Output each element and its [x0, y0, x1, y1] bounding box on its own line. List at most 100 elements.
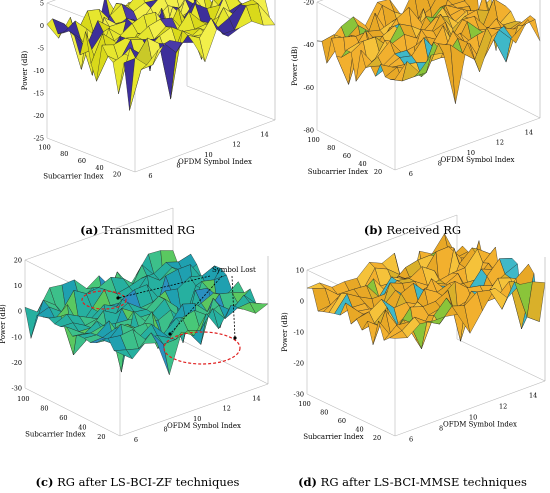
x-tick-label: 10 — [204, 151, 212, 159]
y-tick-label: 40 — [355, 425, 363, 433]
z-tick-label: 10 — [14, 282, 22, 290]
y-tick-label: 60 — [59, 414, 67, 422]
z-tick-label: 10 — [296, 267, 304, 275]
x-tick-label: 6 — [148, 172, 152, 180]
x-tick-label: 12 — [223, 405, 231, 413]
surface — [306, 233, 546, 350]
caption-a-letter: (a) — [80, 223, 99, 237]
annotation-label: Symbol Lost — [212, 266, 256, 274]
x-tick-label: 14 — [525, 128, 533, 136]
z-tick-label: -15 — [34, 90, 44, 98]
z-axis: -20 -40 -60 -80 Power (dB) — [291, 0, 314, 135]
annotation-arrow — [117, 275, 211, 299]
x-tick-label: 8 — [439, 425, 443, 433]
z-tick-label: 5 — [40, 0, 44, 8]
y-axis: 20 40 60 80 100 Subcarrier Index — [298, 400, 381, 442]
panel-a: 5 0 -5 -10 -15 -20 -25 Power (dB) 20 40 60 80 100 Sub… — [0, 0, 276, 246]
surface-plot-b: -20 -40 -60 -80 Power (dB) 20 40 60 80 100 Subcarr… — [291, 0, 541, 178]
lost-region-ellipse — [163, 331, 241, 365]
z-axis: 10 0 -10 -20 -30 Power (dB) — [281, 267, 304, 399]
y-tick-label: 60 — [338, 417, 346, 425]
x-tick-label: 12 — [499, 403, 507, 411]
arrow-head — [233, 336, 237, 340]
arrow-head — [168, 332, 172, 336]
caption-b-text: Received RG — [386, 223, 462, 237]
z-tick-label: -10 — [12, 333, 22, 341]
z-tick-label: -30 — [12, 385, 22, 393]
y-tick-label: 80 — [327, 144, 335, 152]
z-tick-label: -25 — [34, 135, 44, 143]
surface-facet — [144, 0, 158, 9]
surface-facet — [522, 19, 541, 42]
x-tick-label: 14 — [529, 392, 537, 400]
y-axis: 20 40 60 80 100 Subcarrier Index — [307, 136, 382, 176]
annotation-arrow — [169, 275, 223, 335]
x-tick-label: 12 — [496, 139, 504, 147]
caption-c-text: RG after LS-BCI-ZF techniques — [57, 475, 240, 489]
z-tick-label: -20 — [34, 112, 44, 120]
z-axis: 20 10 0 -10 -20 -30 Power (dB) — [0, 257, 22, 393]
z-tick-label: -10 — [34, 67, 44, 75]
y-axis-label: Subcarrier Index — [308, 168, 368, 176]
x-tick-label: 14 — [260, 130, 268, 138]
y-tick-label: 40 — [78, 424, 86, 432]
x-tick-label: 6 — [134, 436, 138, 444]
z-tick-label: -20 — [12, 359, 22, 367]
caption-b-letter: (b) — [363, 223, 383, 237]
y-tick-label: 60 — [78, 157, 86, 165]
y-tick-label: 100 — [307, 136, 319, 144]
z-tick-label: -80 — [304, 127, 314, 135]
surface-facet — [427, 0, 436, 9]
y-tick-label: 100 — [38, 143, 50, 151]
x-tick-label: 10 — [469, 414, 477, 422]
z-tick-label: 0 — [18, 308, 22, 316]
z-axis: 5 0 -5 -10 -15 -20 -25 Power (dB) — [21, 0, 44, 143]
x-axis: 6 8 10 12 14 OFDM Symbol Index — [148, 130, 268, 180]
x-tick-label: 14 — [252, 394, 260, 402]
y-tick-label: 20 — [113, 171, 121, 179]
z-tick-label: -60 — [304, 84, 314, 92]
surface-facet — [158, 43, 177, 100]
z-tick-label: 20 — [14, 257, 22, 265]
surface — [46, 0, 276, 111]
z-tick-label: -20 — [294, 360, 304, 368]
y-tick-label: 100 — [298, 400, 310, 408]
x-tick-label: 10 — [467, 149, 475, 157]
arrow-head — [116, 296, 120, 300]
y-axis: 20 40 60 80 100 Subcarrier Index — [38, 143, 121, 180]
x-tick-label: 6 — [409, 436, 413, 444]
z-tick-label: -40 — [304, 41, 314, 49]
z-axis-label: Power (dB) — [0, 304, 7, 344]
y-tick-label: 20 — [97, 433, 105, 441]
y-tick-label: 80 — [40, 404, 48, 412]
z-tick-label: 0 — [300, 298, 304, 306]
y-tick-label: 40 — [358, 160, 366, 168]
x-axis: 6 8 10 12 14 OFDM Symbol Index — [409, 128, 533, 178]
caption-a-text: Transmitted RG — [102, 223, 195, 237]
y-axis: 20 40 60 80 100 Subcarrier Index — [17, 395, 105, 441]
x-tick-label: 12 — [232, 141, 240, 149]
z-tick-label: -5 — [38, 45, 44, 53]
caption-d-text: RG after LS-BCI-MMSE techniques — [320, 475, 527, 489]
panel-d: 10 0 -10 -20 -30 Power (dB) 20 40 60 80 100 Subcarr… — [275, 214, 550, 492]
x-axis-label: OFDM Symbol Index — [441, 156, 515, 164]
x-axis-label: OFDM Symbol Index — [167, 422, 241, 430]
caption-b: (b) Received RG — [275, 223, 550, 237]
z-tick-label: -30 — [294, 391, 304, 399]
panel-b: -20 -40 -60 -80 Power (dB) 20 40 60 80 100 Subcarr… — [275, 0, 550, 246]
surface — [316, 0, 541, 104]
z-axis-label: Power (dB) — [281, 312, 289, 352]
y-tick-label: 40 — [95, 164, 103, 172]
y-tick-label: 60 — [343, 152, 351, 160]
y-axis-label: Subcarrier Index — [303, 433, 363, 441]
x-tick-label: 8 — [163, 425, 167, 433]
x-axis: 6 8 10 12 14 OFDM Symbol Index — [409, 392, 537, 444]
surface-plot-a: 5 0 -5 -10 -15 -20 -25 Power (dB) 20 40 60 80 100 Sub… — [21, 0, 276, 181]
x-axis: 6 8 10 12 14 OFDM Symbol Index — [134, 394, 261, 444]
y-tick-label: 20 — [373, 434, 381, 442]
x-tick-label: 6 — [409, 170, 413, 178]
caption-c-letter: (c) — [35, 475, 54, 489]
caption-d-letter: (d) — [298, 475, 318, 489]
